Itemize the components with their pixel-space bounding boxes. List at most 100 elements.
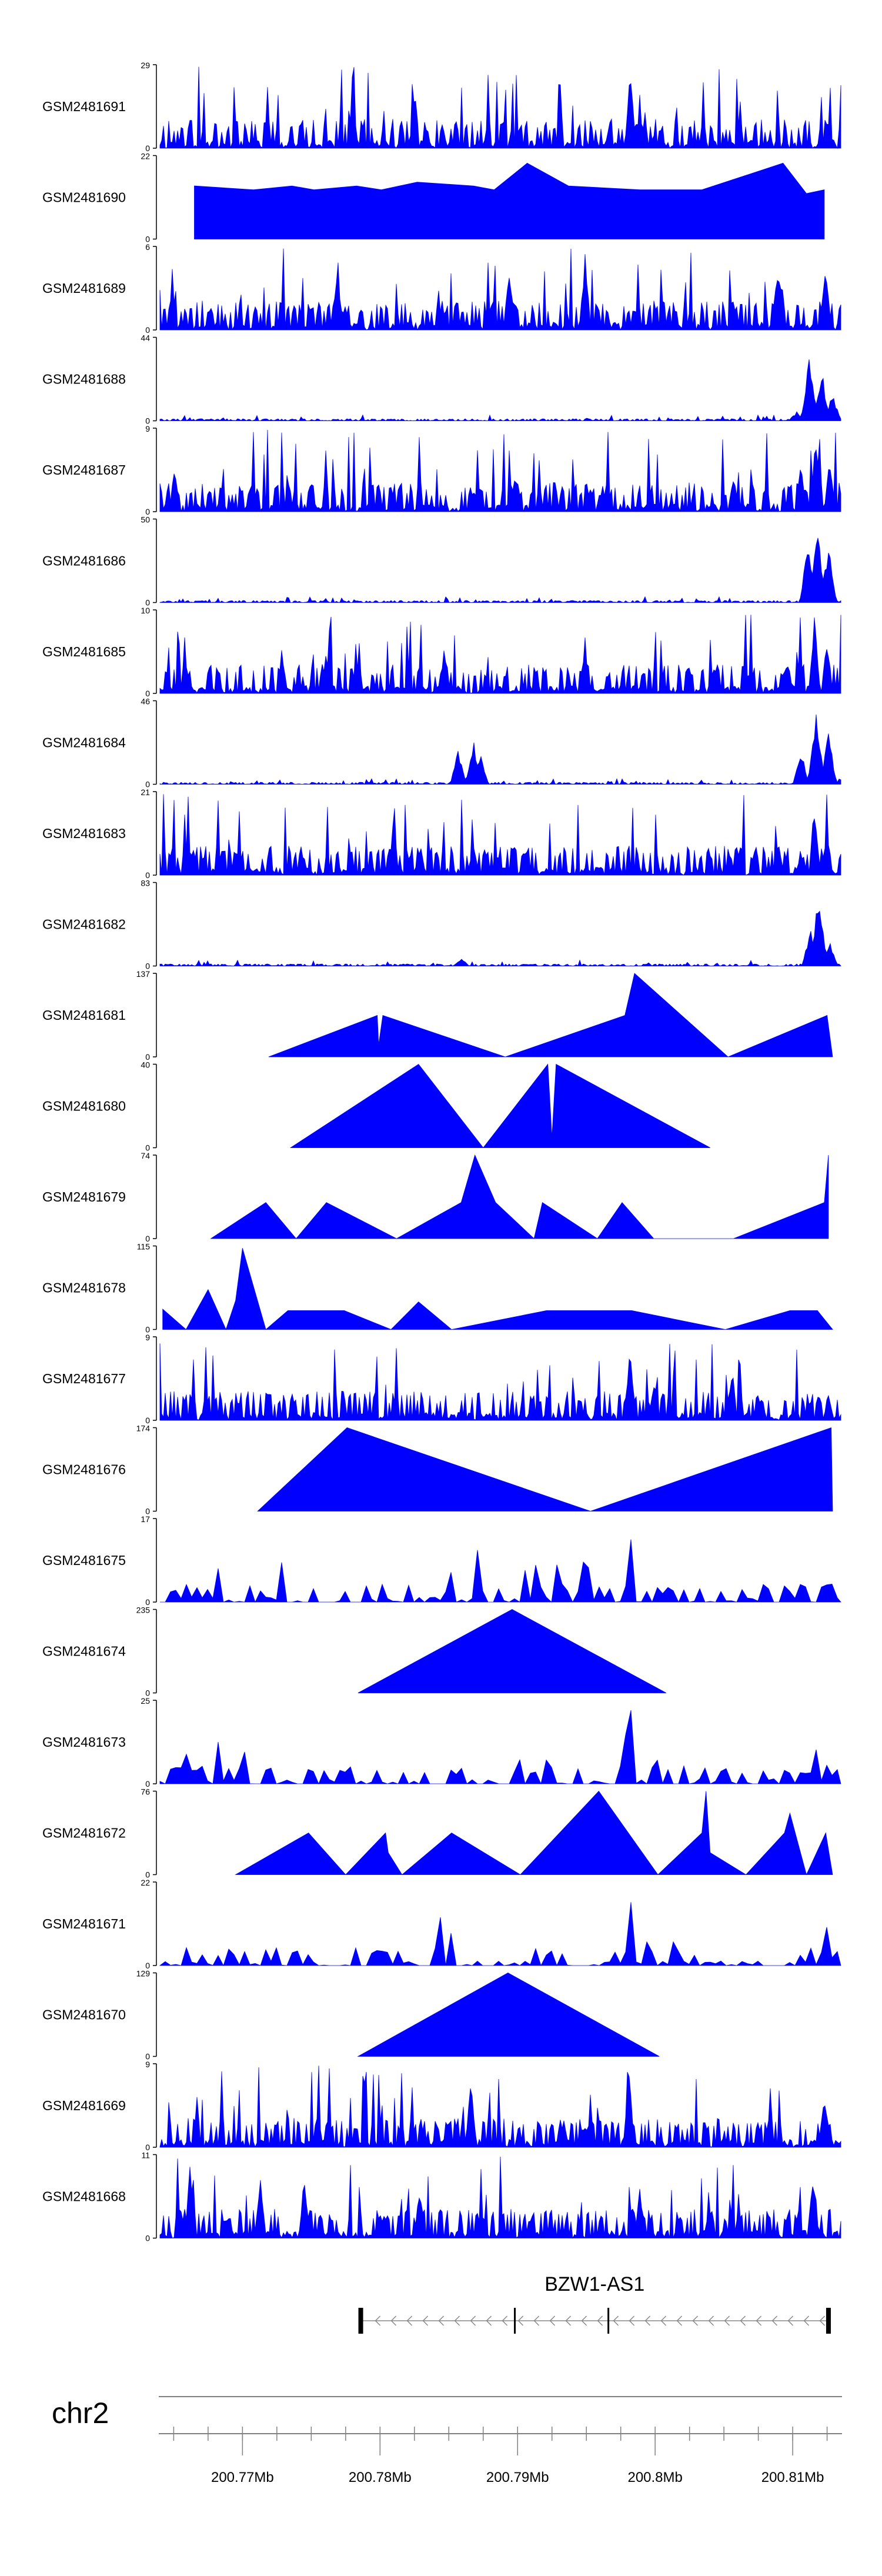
y-tick-label-zero: 0	[145, 1961, 150, 1970]
track-GSM2481682: GSM2481682 83 0	[42, 879, 841, 971]
strand-arrow	[470, 2315, 476, 2326]
track-GSM2481680: GSM2481680 40 0	[42, 1060, 710, 1153]
strand-arrow	[565, 2315, 572, 2326]
track-signal-area	[159, 429, 841, 512]
track-GSM2481686: GSM2481686 50 0	[42, 515, 841, 608]
x-tick-label: 200.81Mb	[761, 2470, 824, 2485]
track-GSM2481668: GSM2481668 11 0	[42, 2151, 841, 2243]
track-GSM2481685: GSM2481685 10 0	[42, 606, 841, 698]
track-signal-area	[289, 1063, 710, 1149]
y-tick-label-zero: 0	[145, 416, 150, 426]
strand-arrow	[454, 2315, 460, 2326]
strand-arrow	[533, 2315, 540, 2326]
chromosome-label: chr2	[52, 2397, 109, 2430]
strand-arrow	[422, 2315, 429, 2326]
y-tick-label-zero: 0	[145, 780, 150, 789]
track-signal-area	[357, 1973, 660, 2057]
track-label: GSM2481675	[42, 1553, 126, 1568]
y-tick-label-zero: 0	[145, 1689, 150, 1698]
track-GSM2481679: GSM2481679 74 0	[42, 1151, 829, 1243]
y-tick-label-zero: 0	[145, 1416, 150, 1425]
track-signal-area	[257, 1427, 833, 1511]
track-GSM2481683: GSM2481683 21 0	[42, 788, 841, 880]
track-GSM2481684: GSM2481684 46 0	[42, 697, 841, 789]
gene-exon	[514, 2308, 516, 2334]
track-label: GSM2481684	[42, 735, 126, 750]
track-signal-area	[358, 1609, 667, 1693]
y-tick-label-zero: 0	[145, 1143, 150, 1153]
track-label: GSM2481669	[42, 2098, 126, 2113]
track-signal-area	[159, 794, 841, 876]
strand-arrow	[597, 2315, 603, 2326]
track-label: GSM2481680	[42, 1099, 126, 1114]
track-label: GSM2481681	[42, 1007, 126, 1023]
y-tick-label-max: 46	[141, 697, 150, 706]
y-tick-label-zero: 0	[145, 1870, 150, 1880]
track-GSM2481691: GSM2481691 29 0	[42, 61, 841, 153]
y-tick-label-max: 74	[141, 1151, 150, 1160]
y-tick-label-zero: 0	[145, 507, 150, 516]
strand-arrow	[517, 2315, 524, 2326]
gene-exon	[607, 2308, 610, 2334]
y-tick-label-max: 9	[145, 1333, 150, 1342]
y-tick-label-max: 137	[136, 969, 151, 979]
track-signal-area	[159, 66, 841, 149]
strand-arrow	[771, 2315, 778, 2326]
y-tick-label-max: 29	[141, 61, 150, 70]
y-tick-label-zero: 0	[145, 325, 150, 335]
strand-arrow	[787, 2315, 794, 2326]
track-signal-area	[159, 1710, 841, 1785]
y-tick-label-max: 83	[141, 879, 150, 888]
strand-arrow	[406, 2315, 413, 2326]
strand-arrow	[438, 2315, 445, 2326]
strand-arrow	[549, 2315, 556, 2326]
strand-arrow	[644, 2315, 651, 2326]
track-label: GSM2481668	[42, 2189, 126, 2204]
y-tick-label-max: 235	[136, 1606, 151, 1615]
y-tick-label-zero: 0	[145, 2143, 150, 2152]
strand-arrow	[629, 2315, 635, 2326]
y-tick-label-max: 174	[136, 1424, 151, 1433]
gene-exon	[826, 2308, 831, 2334]
strand-arrow	[803, 2315, 810, 2326]
y-tick-label-max: 6	[145, 242, 150, 252]
strand-arrow	[390, 2315, 397, 2326]
track-label: GSM2481683	[42, 826, 126, 841]
x-tick-label: 200.79Mb	[486, 2470, 549, 2485]
y-tick-label-zero: 0	[145, 1597, 150, 1607]
x-tick-label: 200.8Mb	[627, 2470, 682, 2485]
track-signal-area	[162, 1248, 833, 1330]
y-tick-label-zero: 0	[145, 1325, 150, 1334]
strand-arrow	[692, 2315, 699, 2326]
track-GSM2481676: GSM2481676 174 0	[42, 1424, 833, 1516]
y-tick-label-max: 115	[137, 1242, 151, 1252]
strand-arrow	[724, 2315, 730, 2326]
track-signal-area	[159, 538, 841, 603]
track-label: GSM2481678	[42, 1280, 126, 1296]
track-GSM2481674: GSM2481674 235 0	[42, 1606, 667, 1698]
strand-arrow	[676, 2315, 683, 2326]
track-signal-area	[235, 1790, 833, 1876]
y-tick-label-zero: 0	[145, 144, 150, 153]
gene-label: BZW1-AS1	[544, 2273, 644, 2295]
y-tick-label-zero: 0	[145, 2052, 150, 2061]
x-tick-label: 200.78Mb	[349, 2470, 412, 2485]
strand-arrow	[581, 2315, 587, 2326]
y-tick-label-max: 44	[141, 333, 150, 343]
track-GSM2481689: GSM2481689 6 0	[42, 242, 841, 335]
track-label: GSM2481687	[42, 462, 126, 478]
track-label: GSM2481673	[42, 1734, 126, 1750]
track-signal-area	[159, 910, 841, 967]
track-signal-area	[194, 162, 825, 239]
track-label: GSM2481690	[42, 190, 126, 205]
y-tick-label-zero: 0	[145, 1234, 150, 1243]
y-tick-label-max: 9	[145, 424, 150, 433]
track-GSM2481673: GSM2481673 25 0	[42, 1696, 841, 1788]
genome-axis: chr2 200.77Mb 200.78Mb 200.79Mb 200.8Mb 200.…	[52, 2396, 842, 2485]
track-GSM2481677: GSM2481677 9 0	[42, 1333, 841, 1425]
track-signal-area	[159, 2066, 841, 2148]
track-label: GSM2481689	[42, 281, 126, 296]
track-label: GSM2481688	[42, 372, 126, 387]
track-signal-area	[159, 359, 841, 422]
track-label: GSM2481670	[42, 2007, 126, 2023]
